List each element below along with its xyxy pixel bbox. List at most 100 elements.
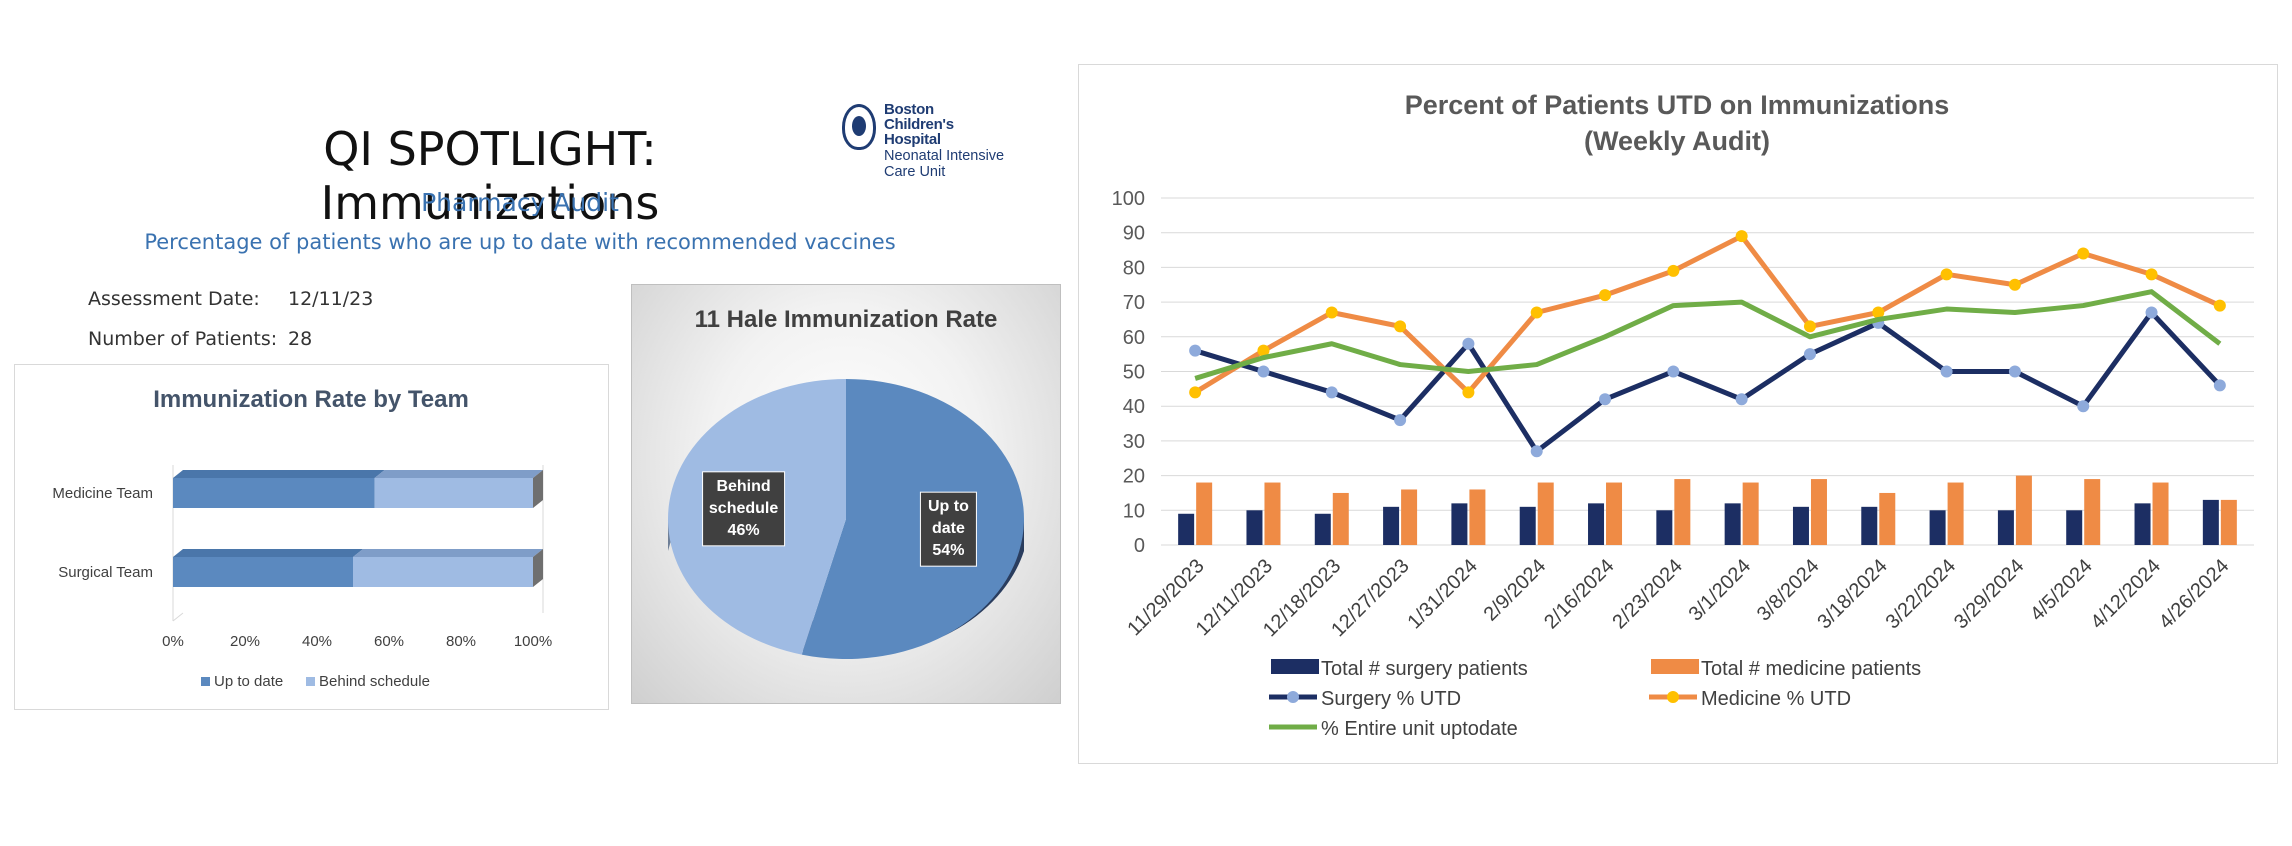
team-bar-segment [173,478,375,508]
assessment-date-value: 12/11/23 [288,288,374,310]
logo-name-line: Children's [884,116,954,133]
surgery-count-bar [1588,503,1605,545]
team-legend-label: Behind schedule [319,673,430,690]
series-point [1394,414,1407,427]
unit-rate-pie-panel: 11 Hale Immunization Rate Up to date 54% Be… [631,284,1061,704]
y-tick-label: 40 [1123,396,1145,418]
medicine-count-bar [1196,482,1213,545]
medicine-count-bar [1879,492,1896,545]
y-tick-label: 0 [1134,535,1145,557]
series-line [1193,233,2221,395]
x-category-label: 2/16/2024 [1540,555,1618,633]
y-tick-label: 60 [1123,327,1145,349]
hospital-logo: Boston Children's Hospital Neonatal Inte… [842,100,1012,180]
team-bar-segment [353,557,533,587]
surgery-count-bar [1519,506,1536,545]
surgery-count-bar [1246,510,1263,545]
series-point [1735,393,1748,406]
x-category-label: 4/5/2024 [2026,555,2097,626]
team-rate-chart-panel: Immunization Rate by Team Medicine Team S… [14,364,609,710]
y-tick-label: 80 [1123,257,1145,279]
pie-data-label: 54% [932,542,964,559]
medicine-count-bar [2015,475,2032,545]
series-point [2213,379,2226,392]
team-x-tick-label: 20% [230,633,260,650]
series-point [1735,230,1748,243]
series-point [2145,268,2158,281]
y-tick-label: 90 [1123,223,1145,245]
series-point [1530,445,1543,458]
audit-chart-title-line: (Weekly Audit) [1584,126,1770,156]
legend-label: % Entire unit uptodate [1321,718,1518,740]
x-category-label: 2/23/2024 [1608,555,1686,633]
series-point [2145,306,2158,319]
legend-label: Total # surgery patients [1321,658,1528,680]
series-point [1394,320,1407,333]
medicine-count-bar [1264,482,1281,545]
series-point [1462,337,1475,350]
series-point [1940,268,1953,281]
x-category-label: 3/22/2024 [1882,555,1960,633]
pie-data-label: Behind [716,478,770,495]
legend-label: Medicine % UTD [1701,688,1851,710]
series-point [1667,264,1680,277]
logo-unit-line: Neonatal Intensive [884,148,1005,164]
surgery-count-bar [1997,510,2014,545]
team-bar-side [533,470,543,508]
y-tick-label: 10 [1123,500,1145,522]
x-category-label: 1/31/2024 [1403,555,1481,633]
series-point [1462,386,1475,399]
medicine-count-bar [1401,489,1418,545]
medicine-count-bar [2220,499,2237,545]
patients-count-value: 28 [288,328,313,350]
surgery-count-bar [1724,503,1741,545]
page-description: Percentage of patients who are up to dat… [144,230,896,254]
page-subtitle: Pharmacy Audit [421,188,619,217]
pie-data-label-box [919,491,977,567]
pie-chart-title: 11 Hale Immunization Rate [695,306,998,333]
series-point [1667,365,1680,378]
legend-label: Total # medicine patients [1701,658,1921,680]
team-category-label: Surgical Team [58,564,153,581]
surgery-count-bar [2202,499,2219,545]
team-x-tick-label: 40% [302,633,332,650]
series-point [2008,365,2021,378]
team-bar-top [374,470,543,478]
series-point [1803,320,1816,333]
series-point [1189,344,1202,357]
series-point [1599,289,1612,302]
medicine-count-bar [1537,482,1554,545]
unit-rate-pie-chart: 11 Hale Immunization Rate Up to date 54% Be… [667,306,1024,659]
team-bar-segment [374,478,533,508]
medicine-count-bar [1742,482,1759,545]
x-category-label: 4/12/2024 [2087,555,2165,633]
series-point [1189,386,1202,399]
series-point [2213,299,2226,312]
medicine-count-bar [1947,482,1964,545]
series-point [1940,365,1953,378]
assessment-date-label: Assessment Date: [88,288,260,310]
weekly-audit-chart: Percent of Patients UTD on Immunizations… [1112,90,2254,740]
logo-unit-line: Care Unit [884,164,946,180]
x-category-label: 3/18/2024 [1813,555,1891,633]
surgery-count-bar [1792,506,1809,545]
page-title: QI SPOTLIGHT: Immunizations [320,122,660,230]
y-tick-label: 30 [1123,431,1145,453]
medicine-count-bar [2084,479,2101,545]
legend-marker [1287,691,1299,703]
series-point [2077,400,2090,413]
series-point [1872,306,1885,319]
surgery-count-bar [1656,510,1673,545]
logo-emblem-icon [842,104,876,150]
team-chart-title: Immunization Rate by Team [153,386,469,413]
medicine-count-bar [1810,479,1827,545]
team-x-tick-label: 80% [446,633,476,650]
team-bar-top [173,549,363,557]
team-bar-segment [173,557,353,587]
series-point [1325,386,1338,399]
team-x-tick-label: 100% [514,633,552,650]
series-line [1194,289,2222,381]
weekly-audit-chart-panel: Percent of Patients UTD on Immunizations… [1078,64,2278,764]
team-x-tick-label: 0% [162,633,184,650]
axis-line [172,612,184,622]
